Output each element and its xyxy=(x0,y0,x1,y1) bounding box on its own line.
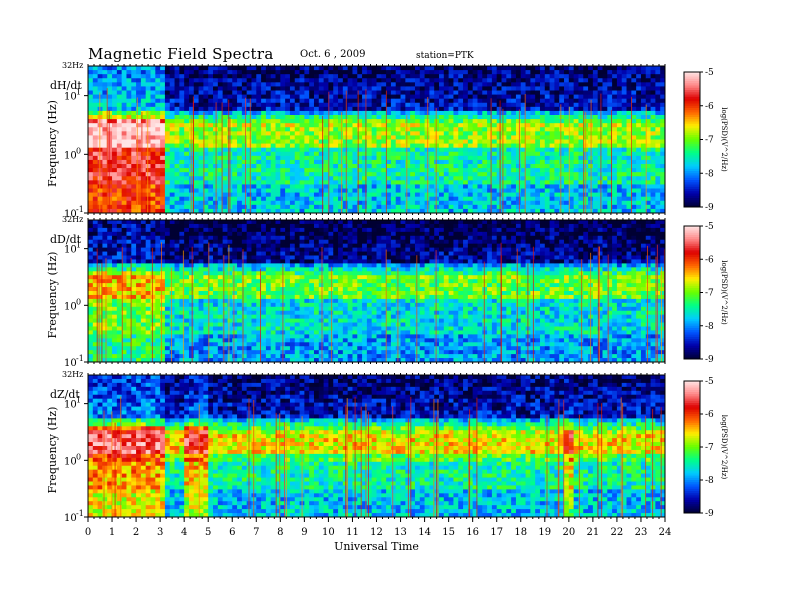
dd-spectrogram-cells xyxy=(88,220,666,363)
x-tick-label: 16 xyxy=(466,527,479,538)
dd-top-frequency-label: 32Hz xyxy=(62,215,83,224)
dd-y-tick-exponent: 1 xyxy=(76,241,81,250)
x-tick-label: 5 xyxy=(205,527,211,538)
x-tick-label: 1 xyxy=(109,527,115,538)
dh-top-frequency-label: 32Hz xyxy=(62,61,83,70)
x-tick-label: 23 xyxy=(635,527,648,538)
dd-y-tick-exponent: -1 xyxy=(76,354,84,363)
date-label: Oct. 6 , 2009 xyxy=(300,49,366,60)
dd-y-tick-label: 10 xyxy=(64,358,77,369)
dh-colorbar: -5 -6 -7 -8 -9 log(PSD)(V^2/Hz) xyxy=(683,68,728,213)
x-axis-label: Universal Time xyxy=(334,540,419,553)
dz-colorbar: -5 -6 -7 -8 -9 log(PSD)(V^2/Hz) xyxy=(683,377,728,519)
dz-y-tick-exponent: -1 xyxy=(76,509,84,518)
x-tick-label: 21 xyxy=(587,527,600,538)
dd-y-tick-label: 10 xyxy=(64,301,77,312)
dz-spectrogram-cells xyxy=(88,375,666,518)
dz-colorbar-tick-label: -5 xyxy=(705,377,714,387)
dz-y-tick-label: 10 xyxy=(64,456,77,467)
dh-y-axis-label: Frequency (Hz) xyxy=(46,100,59,187)
x-tick-label: 11 xyxy=(346,527,359,538)
station-label: station=PTK xyxy=(416,51,474,61)
x-tick-label: 6 xyxy=(229,527,235,538)
x-tick-label: 0 xyxy=(85,527,91,538)
x-tick-label: 3 xyxy=(157,527,163,538)
dz-colorbar-tick-label: -7 xyxy=(705,443,714,453)
dh-colorbar-tick-label: -5 xyxy=(705,68,714,78)
dz-component-label: dZ/dt xyxy=(50,388,80,401)
x-tick-label: 22 xyxy=(611,527,624,538)
dh-y-tick-label: 10 xyxy=(64,92,77,103)
dh-y-tick-exponent: 1 xyxy=(76,88,81,97)
chart-title: Magnetic Field Spectra xyxy=(88,45,274,63)
x-tick-label: 4 xyxy=(181,527,187,538)
x-tick-label: 18 xyxy=(514,527,527,538)
dz-top-frequency-label: 32Hz xyxy=(62,370,83,379)
x-tick-label: 7 xyxy=(253,527,259,538)
x-tick-label: 17 xyxy=(490,527,503,538)
dh-component-label: dH/dt xyxy=(50,79,82,92)
dz-colorbar-tick-label: -8 xyxy=(705,476,714,486)
dd-y-tick-label: 10 xyxy=(64,245,77,256)
dz-colorbar-tick-label: -9 xyxy=(705,509,714,519)
dz-y-tick-label: 10 xyxy=(64,400,77,411)
dd-colorbar: -5 -6 -7 -8 -9 log(PSD)(V^2/Hz) xyxy=(683,222,728,365)
dh-y-tick-label: 10 xyxy=(64,150,77,161)
x-tick-label: 10 xyxy=(322,527,335,538)
dz-y-tick-exponent: 0 xyxy=(76,452,81,461)
dz-y-tick-exponent: 1 xyxy=(76,396,81,405)
x-tick-label: 14 xyxy=(418,527,431,538)
x-tick-label: 2 xyxy=(133,527,139,538)
dd-component-label: dD/dt xyxy=(50,233,82,246)
dh-colorbar-tick-label: -9 xyxy=(705,203,714,213)
dd-colorbar-tick-label: -7 xyxy=(705,289,714,299)
dh-y-tick-exponent: 0 xyxy=(76,146,81,155)
dd-colorbar-tick-label: -9 xyxy=(705,355,714,365)
x-tick-label: 13 xyxy=(394,527,407,538)
dz-colorbar-label: log(PSD)(V^2/Hz) xyxy=(720,415,728,480)
x-tick-label: 9 xyxy=(301,527,307,538)
x-tick-label: 8 xyxy=(277,527,283,538)
dh-y-tick-exponent: -1 xyxy=(76,205,84,214)
x-tick-label: 19 xyxy=(538,527,551,538)
dd-colorbar-tick-label: -8 xyxy=(705,322,714,332)
dz-colorbar-tick-label: -6 xyxy=(705,410,714,420)
x-tick-label: 20 xyxy=(562,527,575,538)
dh-colorbar-tick-label: -6 xyxy=(705,102,714,112)
dh-spectrogram-cells xyxy=(88,66,666,214)
x-tick-label: 15 xyxy=(442,527,455,538)
dz-y-axis-label: Frequency (Hz) xyxy=(46,407,59,494)
dz-y-tick-label: 10 xyxy=(64,513,77,524)
dd-colorbar-tick-label: -6 xyxy=(705,255,714,265)
x-tick-label: 12 xyxy=(370,527,383,538)
dh-y-tick-label: 10 xyxy=(64,209,77,220)
dd-colorbar-label: log(PSD)(V^2/Hz) xyxy=(720,260,728,325)
dh-colorbar-tick-label: -7 xyxy=(705,136,714,146)
dd-colorbar-tick-label: -5 xyxy=(705,222,714,232)
x-tick-label: 24 xyxy=(659,527,672,538)
dh-colorbar-label: log(PSD)(V^2/Hz) xyxy=(720,107,728,172)
dd-y-tick-exponent: 0 xyxy=(76,297,81,306)
x-axis: 0 1 2 3 4 5 6 7 8 9 10 11 12 13 14 15 16 17 18 19 20 21 22 23 24… xyxy=(85,517,672,553)
dh-colorbar-tick-label: -8 xyxy=(705,169,714,179)
dd-y-axis-label: Frequency (Hz) xyxy=(46,252,59,339)
